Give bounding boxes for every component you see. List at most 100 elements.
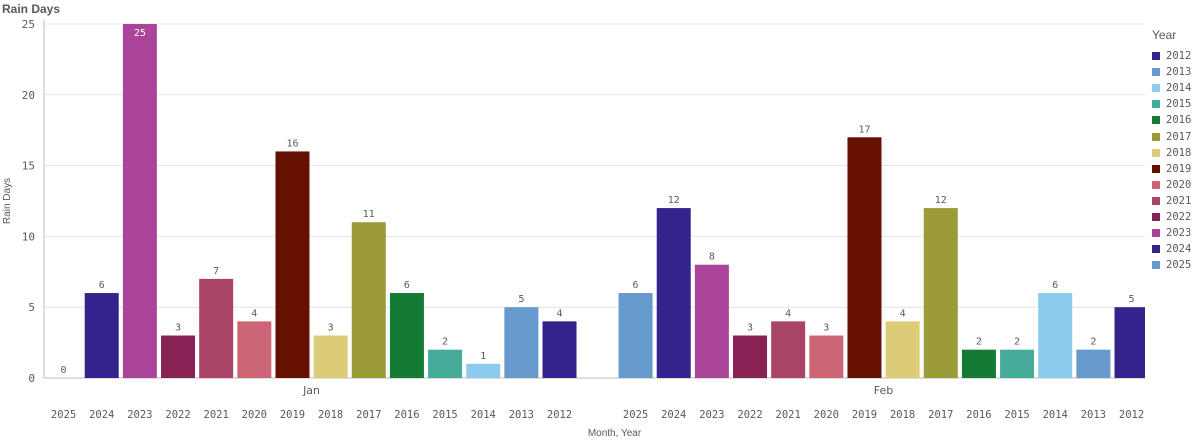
bar-value-label: 6 [404,280,410,291]
legend-swatch [1152,261,1160,270]
y-tick-label: 25 [22,18,35,31]
x-axis-title: Month, Year [588,428,642,439]
legend-item[interactable]: 2012 [1152,48,1198,64]
x-tick-label: 2023 [699,409,724,421]
x-tick-label: 2024 [661,409,686,421]
bar-value-label: 4 [785,308,791,319]
legend-label: 2023 [1166,227,1192,240]
bar-value-label: 16 [286,138,298,149]
x-tick-label: 2022 [165,409,190,421]
legend-swatch [1152,52,1160,61]
legend-label: 2015 [1166,98,1192,111]
bar[interactable] [1038,293,1073,378]
bar[interactable] [733,335,768,378]
bar[interactable] [275,151,310,378]
legend-item[interactable]: 2015 [1152,96,1198,112]
bar[interactable] [237,321,272,378]
bar-value-label: 5 [518,294,524,305]
legend-item[interactable]: 2021 [1152,193,1198,209]
bar[interactable] [885,321,920,378]
bar[interactable] [1000,349,1035,378]
y-tick-label: 10 [22,230,35,243]
legend-label: 2020 [1166,178,1192,191]
legend-item[interactable]: 2017 [1152,128,1198,144]
bar-value-label: 4 [557,308,563,319]
bar-value-label: 12 [668,195,680,206]
bar-value-label: 1 [480,351,486,362]
x-tick-label: 2020 [814,409,839,421]
x-tick-label: 2015 [432,409,457,421]
legend-label: 2013 [1166,66,1192,79]
bar-value-label: 7 [213,266,219,277]
bar[interactable] [122,24,157,378]
bar[interactable] [771,321,806,378]
legend-items: 2012 2013 2014 2015 2016 2017 2018 2019 2020 2021… [1152,48,1198,273]
bar-value-label: 25 [134,28,146,39]
x-tick-label: 2013 [509,409,534,421]
bar-value-label: 0 [61,365,67,376]
bar[interactable] [694,264,729,378]
bar[interactable] [961,349,996,378]
bar[interactable] [84,293,119,378]
legend-item[interactable]: 2022 [1152,209,1198,225]
bar[interactable] [466,363,501,378]
bar[interactable] [161,335,196,378]
bar-value-label: 4 [251,308,257,319]
legend-item[interactable]: 2013 [1152,64,1198,80]
bar[interactable] [199,278,234,378]
x-tick-label: 2015 [1004,409,1029,421]
legend-title: Year [1152,28,1177,42]
legend-label: 2022 [1166,210,1192,223]
legend-item[interactable]: 2018 [1152,145,1198,161]
bar-value-label: 2 [442,337,448,348]
legend-item[interactable]: 2024 [1152,241,1198,257]
bar[interactable] [313,335,348,378]
legend-item[interactable]: 2014 [1152,80,1198,96]
bar[interactable] [809,335,844,378]
bar[interactable] [542,321,577,378]
x-tick-label: 2023 [127,409,152,421]
x-tick-label: 2024 [89,409,114,421]
x-tick-label: 2018 [890,409,915,421]
bar[interactable] [504,307,539,378]
legend-swatch [1152,229,1160,238]
bar-value-label: 6 [633,280,639,291]
x-tick-label: 2019 [280,409,305,421]
x-tick-label: 2017 [928,409,953,421]
bar-value-label: 6 [99,280,105,291]
bar[interactable] [923,208,958,378]
legend-swatch [1152,132,1160,141]
bar-value-label: 17 [858,124,870,135]
legend-swatch [1152,196,1160,205]
bar-value-label: 4 [900,308,906,319]
legend-item[interactable]: 2020 [1152,177,1198,193]
legend-swatch [1152,148,1160,157]
x-group-label: Feb [874,384,893,397]
legend-item[interactable]: 2016 [1152,112,1198,128]
x-group-label: Jan [302,384,320,397]
x-tick-label: 2012 [1119,409,1144,421]
bar-value-label: 2 [1014,337,1020,348]
bar[interactable] [389,293,424,378]
bar[interactable] [1114,307,1145,378]
legend-item[interactable]: 2023 [1152,225,1198,241]
bar[interactable] [618,293,653,378]
bar[interactable] [1076,349,1111,378]
legend-swatch [1152,100,1160,109]
bar[interactable] [847,137,882,378]
x-tick-label: 2016 [966,409,991,421]
bar-value-label: 6 [1052,280,1058,291]
legend-item[interactable]: 2019 [1152,161,1198,177]
chart-title: Rain Days [2,2,61,16]
bar[interactable] [351,222,386,378]
legend-swatch [1152,245,1160,254]
legend-swatch [1152,68,1160,77]
legend-label: 2018 [1166,146,1192,159]
y-tick-label: 5 [28,301,35,314]
bar[interactable] [428,349,463,378]
legend-label: 2014 [1166,82,1192,95]
legend-item[interactable]: 2025 [1152,257,1198,273]
bar[interactable] [656,208,691,378]
